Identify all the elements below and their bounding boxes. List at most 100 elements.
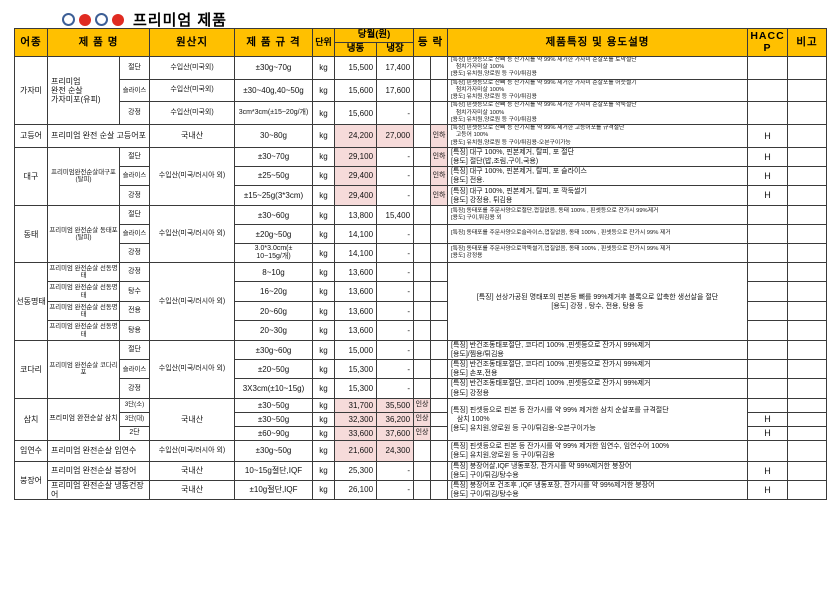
price-chilled: 17,600 — [376, 78, 415, 103]
product-name: 프리미엄 완전순살 선동명태 — [47, 301, 120, 322]
price-frozen: 15,300 — [334, 359, 378, 380]
updown-chilled — [430, 205, 449, 226]
product-name: 프리미엄 완전 순살 가자미포(유피) — [47, 55, 120, 126]
cut-type: 강정 — [118, 185, 151, 207]
unit: kg — [312, 281, 336, 303]
unit: kg — [312, 411, 336, 427]
price-frozen: 13,600 — [334, 320, 378, 342]
table-header: 어종 제 품 명 원산지 제 품 규 격 단위 당월(원) 등 락 제품특징 및… — [14, 28, 828, 57]
updown-frozen — [413, 124, 432, 148]
col-header-updown: 등 락 — [413, 28, 449, 57]
spec: 8~10g — [234, 262, 314, 283]
product-name: 프리미엄 완전순살 붕장어 — [46, 460, 151, 481]
haccp — [747, 243, 789, 264]
price-chilled: - — [376, 243, 415, 264]
feature: [특징] 핀셋등으로 잔뼈 등 잔가시를 약 99% 제거한 고등어포를 규격절… — [447, 124, 749, 148]
updown-chilled: 인하 — [430, 146, 449, 167]
haccp — [747, 378, 789, 399]
spec: ±20g~50g — [234, 224, 314, 245]
cut-type: 3단(대) — [118, 411, 151, 427]
price-frozen: 21,600 — [334, 439, 378, 462]
price-frozen: 15,600 — [334, 78, 378, 103]
unit: kg — [312, 425, 336, 441]
col-header-feature: 제품특징 및 용도설명 — [447, 28, 749, 57]
note — [787, 146, 828, 167]
price-frozen: 26,100 — [334, 479, 378, 501]
legend-circle-filled-icon — [79, 13, 91, 26]
price-chilled: 37,600 — [376, 425, 415, 441]
feature: [특징] 붕장어살,IQF 냉동포장, 잔가시를 약 99%제거한 붕장어 [용도… — [447, 460, 749, 481]
price-chilled: 17,400 — [376, 55, 415, 80]
price-chilled: 15,400 — [376, 205, 415, 226]
price-chilled: - — [376, 165, 415, 187]
updown-frozen — [413, 439, 432, 462]
unit: kg — [312, 205, 336, 226]
price-frozen: 29,100 — [334, 146, 378, 167]
cut-type: 강정 — [118, 378, 151, 399]
unit: kg — [312, 397, 336, 413]
haccp — [747, 397, 789, 413]
spec: 20~60g — [234, 301, 314, 322]
origin: 수입산(미국/러시아 외) — [149, 439, 236, 462]
price-chilled: - — [376, 359, 415, 380]
price-chilled: - — [376, 146, 415, 167]
updown-frozen — [413, 479, 432, 501]
updown-frozen — [413, 359, 432, 380]
premium-products-table: 어종 제 품 명 원산지 제 품 규 격 단위 당월(원) 등 락 제품특징 및… — [14, 28, 828, 501]
price-chilled: - — [376, 460, 415, 481]
note — [787, 378, 828, 399]
haccp — [747, 55, 789, 80]
updown-chilled — [430, 359, 449, 380]
note — [787, 101, 828, 126]
species-gajami: 가자미 — [14, 55, 48, 126]
col-header-unit: 단위 — [312, 28, 336, 57]
price-chilled: - — [376, 224, 415, 245]
updown-frozen — [413, 320, 432, 342]
unit: kg — [312, 165, 336, 187]
species-daegu: 대구 — [14, 146, 48, 207]
species-seondong-myeongtae: 선동명태 — [14, 262, 48, 342]
note — [787, 165, 828, 187]
updown-chilled — [430, 281, 449, 303]
updown-frozen — [413, 165, 432, 187]
spec: ±10g절단,IQF — [234, 479, 314, 501]
species-kodari: 코다리 — [14, 340, 48, 399]
haccp — [747, 301, 789, 322]
product-name: 프리미엄 완전순살 임연수 — [46, 439, 151, 462]
origin: 국내산 — [149, 124, 236, 148]
cut-type: 탕용 — [118, 320, 151, 342]
spec: 3.0*3.0cm(± 10~15g/개) — [234, 243, 314, 264]
price-frozen: 14,100 — [334, 224, 378, 245]
product-name: 프리미엄 완전순살 선동명태 — [47, 320, 120, 342]
legend-circle-filled-icon — [112, 13, 124, 26]
spec: 16~20g — [234, 281, 314, 303]
haccp: H — [747, 425, 789, 441]
updown-frozen — [413, 460, 432, 481]
cut-type: 절단 — [118, 55, 151, 80]
origin: 수입산(미국외) — [149, 78, 236, 103]
feature: [특징] 핀셋등으로 잔뼈 등 잔가시를 약 99% 제거한 가자미 순살포를 … — [447, 78, 749, 103]
product-name: 프리미엄 완전순살 동태포(탈피) — [47, 205, 120, 264]
price-frozen: 14,100 — [334, 243, 378, 264]
note — [787, 359, 828, 380]
haccp: H — [747, 479, 789, 501]
page-title: 프리미엄 제품 — [62, 9, 227, 30]
updown-frozen: 인상 — [413, 411, 432, 427]
species-godeungeo: 고등어 — [14, 124, 48, 148]
unit: kg — [312, 301, 336, 322]
feature: [특징] 대구 100%, 핀본제거, 탈피, 포 슬라이스 [용도] 전용. — [447, 165, 749, 187]
note — [787, 479, 828, 501]
cut-type: 절단 — [118, 340, 151, 361]
price-frozen: 31,700 — [334, 397, 378, 413]
unit: kg — [312, 55, 336, 80]
legend-circle-hollow-icon — [95, 13, 108, 26]
product-name: 프리미엄 완전순살 냉동건장어 — [46, 479, 151, 501]
price-chilled: - — [376, 340, 415, 361]
updown-frozen — [413, 224, 432, 245]
updown-chilled — [430, 243, 449, 264]
table-body: 가자미 프리미엄 완전 순살 가자미포(유피) 절단 수입산(미국외) ±30g~70g kg… — [14, 55, 828, 501]
note — [787, 320, 828, 342]
price-frozen: 13,600 — [334, 301, 378, 322]
page-title-text: 프리미엄 제품 — [133, 12, 227, 29]
updown-chilled — [430, 78, 449, 103]
